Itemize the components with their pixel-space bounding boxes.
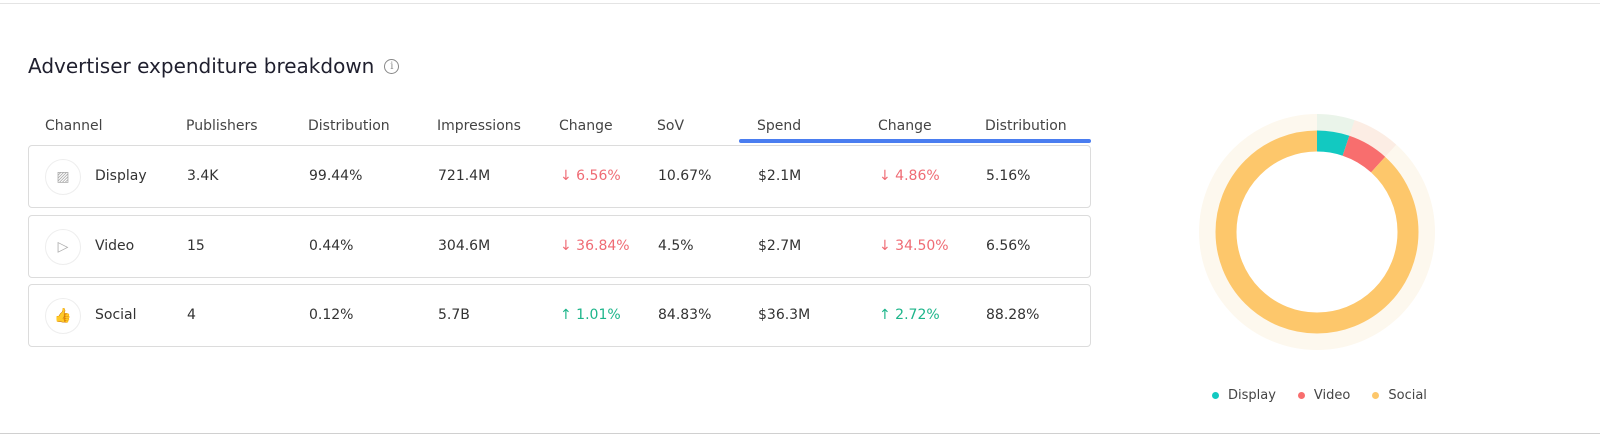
- play-icon: ▷: [45, 228, 81, 265]
- change-cell: ↓ 36.84%: [560, 237, 630, 254]
- spend-distribution-cell: 6.56%: [986, 237, 1031, 254]
- column-header[interactable]: Change: [559, 118, 613, 134]
- channel-name: Social: [95, 307, 137, 323]
- slice-highlight-display: [1316, 114, 1355, 138]
- impressions-cell: 721.4M: [438, 168, 491, 184]
- column-header[interactable]: Impressions: [437, 118, 521, 134]
- legend-label: Social: [1388, 388, 1427, 403]
- channel-name: Video: [95, 237, 135, 254]
- page-title: Advertiser expenditure breakdown: [28, 54, 375, 78]
- column-header[interactable]: Publishers: [186, 118, 258, 134]
- spend-section-indicator: [739, 139, 1091, 143]
- legend-item-video[interactable]: Video: [1297, 388, 1351, 403]
- spend-change-cell: ↓ 4.86%: [879, 168, 940, 184]
- legend-label: Video: [1313, 388, 1351, 403]
- thumbs-up-icon: 👍: [45, 298, 81, 334]
- column-header[interactable]: Channel: [45, 118, 103, 134]
- section-title: Advertiser expenditure breakdown i: [28, 54, 400, 78]
- spend-change-cell: ↓ 34.50%: [879, 237, 949, 254]
- slice-highlight-video: [1348, 120, 1397, 159]
- table-row[interactable]: 👍 Social 4 0.12% 5.7B ↑ 1.01% 84.83% $36.3M ↑ 2.…: [28, 284, 1091, 347]
- table-row[interactable]: ▨ Display 3.4K 99.44% 721.4M ↓ 6.56% 10.67% $2.…: [28, 145, 1091, 208]
- column-header[interactable]: SoV: [657, 118, 685, 134]
- top-divider: [0, 3, 1600, 4]
- change-cell: ↑ 1.01%: [560, 307, 621, 323]
- spend-cell: $36.3M: [758, 307, 811, 323]
- legend-dot-icon: [1212, 392, 1219, 399]
- impressions-cell: 5.7B: [438, 307, 470, 323]
- distribution-cell: 99.44%: [309, 168, 363, 184]
- spend-cell: $2.1M: [758, 168, 802, 184]
- column-header[interactable]: Change: [878, 118, 932, 134]
- legend-dot-icon: [1297, 392, 1305, 399]
- spend-distribution-cell: 88.28%: [986, 307, 1040, 323]
- sov-cell: 10.67%: [658, 168, 712, 184]
- bottom-divider: [0, 433, 1600, 434]
- column-header[interactable]: Distribution: [308, 118, 390, 134]
- slice-social[interactable]: [1215, 130, 1419, 334]
- chart-legend: Display Video Social: [1212, 388, 1427, 403]
- distribution-cell: 0.12%: [309, 307, 354, 323]
- change-cell: ↓ 6.56%: [560, 168, 621, 184]
- table-row[interactable]: ▷ Video 15 0.44% 304.6M ↓ 36.84% 4.5% $2.7M ↓ 34…: [28, 214, 1091, 278]
- legend-item-social[interactable]: Social: [1372, 388, 1427, 403]
- spend-cell: $2.7M: [758, 237, 802, 254]
- legend-item-display[interactable]: Display: [1212, 388, 1276, 403]
- donut-halo: [1199, 114, 1435, 350]
- legend-dot-icon: [1372, 392, 1380, 399]
- column-header[interactable]: Distribution: [985, 118, 1067, 134]
- channel-name: Display: [95, 168, 147, 184]
- info-icon[interactable]: i: [384, 58, 400, 74]
- donut-chart: [1199, 114, 1435, 350]
- legend-label: Display: [1228, 388, 1276, 403]
- impressions-cell: 304.6M: [438, 237, 491, 254]
- distribution-cell: 0.44%: [309, 237, 354, 254]
- spend-change-cell: ↑ 2.72%: [879, 307, 940, 323]
- publishers-cell: 3.4K: [187, 168, 219, 184]
- sov-cell: 84.83%: [658, 307, 712, 323]
- spend-distribution-cell: 5.16%: [986, 168, 1031, 184]
- sov-cell: 4.5%: [658, 237, 694, 254]
- column-header[interactable]: Spend: [757, 118, 802, 134]
- image-icon: ▨: [45, 159, 81, 195]
- publishers-cell: 4: [187, 307, 196, 323]
- publishers-cell: 15: [187, 237, 205, 254]
